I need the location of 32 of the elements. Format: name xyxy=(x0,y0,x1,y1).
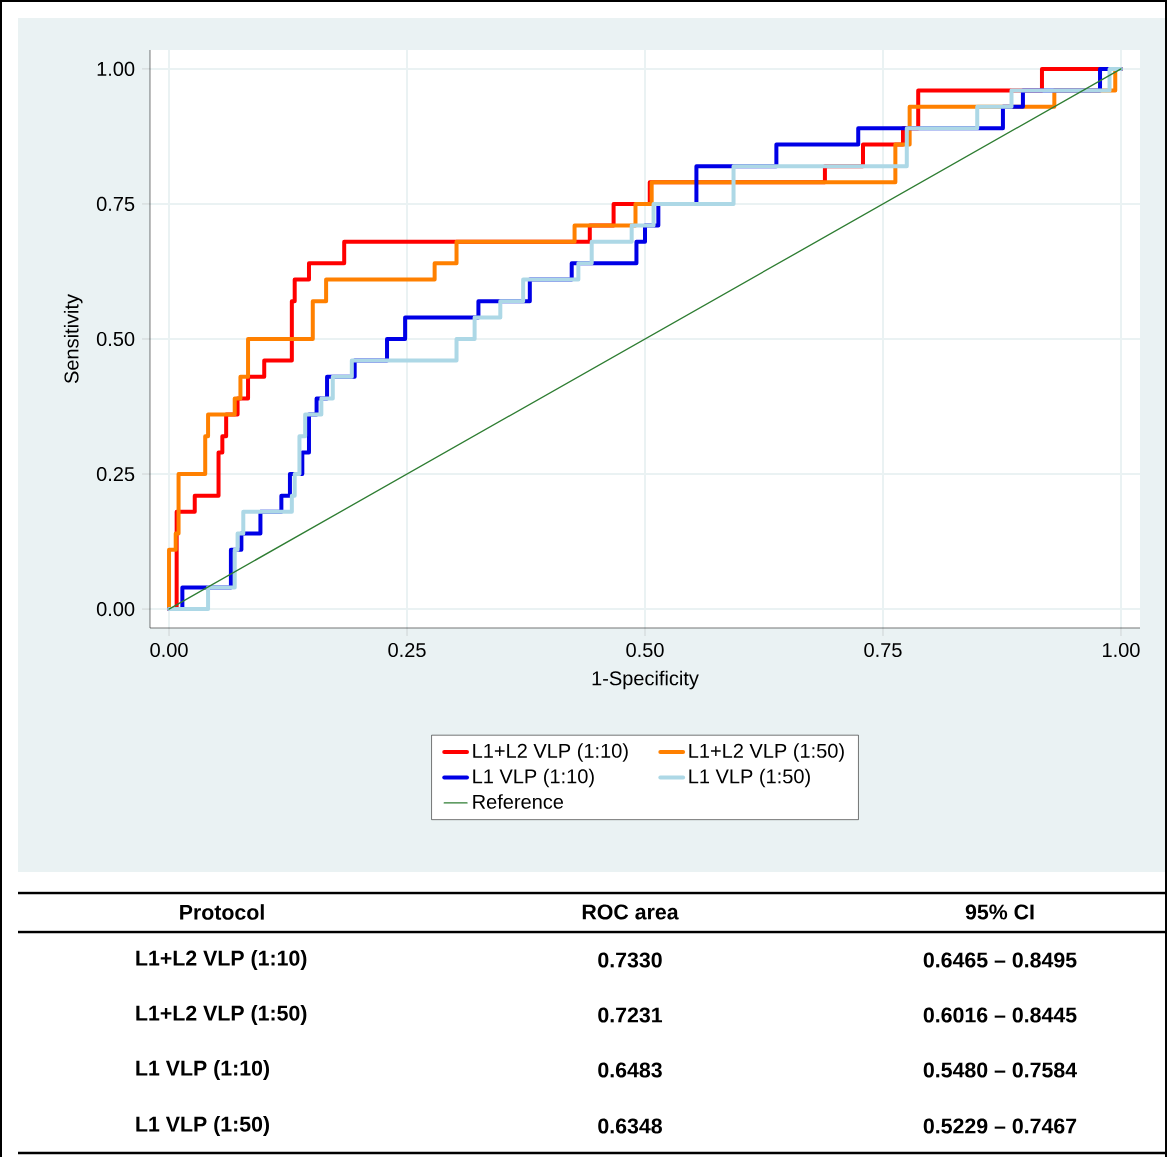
legend-label: Reference xyxy=(473,794,564,809)
y-axis-title: Sensitivity xyxy=(63,294,83,384)
x-tick-label: 0.75 xyxy=(864,642,902,658)
y-tick-label: 1.00 xyxy=(97,61,135,76)
x-tick-label: 1.00 xyxy=(1103,642,1140,658)
text: 0.5229 – 0.7467 xyxy=(923,1118,1077,1134)
text: 0.6016 – 0.8445 xyxy=(923,1007,1077,1023)
x-tick-label: 0.25 xyxy=(388,642,426,658)
text: L1+L2 VLP (1:50) xyxy=(136,1005,307,1025)
text: 0.5480 – 0.7584 xyxy=(923,1062,1077,1078)
legend-label: L1+L2 VLP (1:50) xyxy=(689,743,844,762)
text: 0.6483 xyxy=(598,1062,662,1078)
text: 95% CI xyxy=(965,904,1034,920)
text: 0.7330 xyxy=(598,952,662,968)
y-tick-label: 0.00 xyxy=(96,602,135,617)
legend-label: L1+L2 VLP (1:10) xyxy=(473,743,628,762)
x-tick-label: 0.50 xyxy=(626,642,664,658)
text: L1+L2 VLP (1:10) xyxy=(136,950,307,970)
y-tick-label: 0.75 xyxy=(96,196,135,212)
text: L1 VLP (1:50) xyxy=(136,1116,269,1136)
text: Protocol xyxy=(180,904,264,920)
text: 0.6465 – 0.8495 xyxy=(923,952,1077,968)
y-tick-label: 0.50 xyxy=(96,331,135,347)
legend-label: L1 VLP (1:10) xyxy=(473,768,594,788)
x-axis-title: 1-Specificity xyxy=(592,670,699,690)
x-tick-label: 0.00 xyxy=(150,642,188,658)
legend-label: L1 VLP (1:50) xyxy=(689,768,810,788)
text: 0.7231 xyxy=(598,1007,663,1023)
text: 0.6348 xyxy=(598,1118,662,1134)
text: ROC area xyxy=(582,904,679,920)
text: L1 VLP (1:10) xyxy=(136,1060,269,1080)
y-tick-label: 0.25 xyxy=(96,466,135,482)
